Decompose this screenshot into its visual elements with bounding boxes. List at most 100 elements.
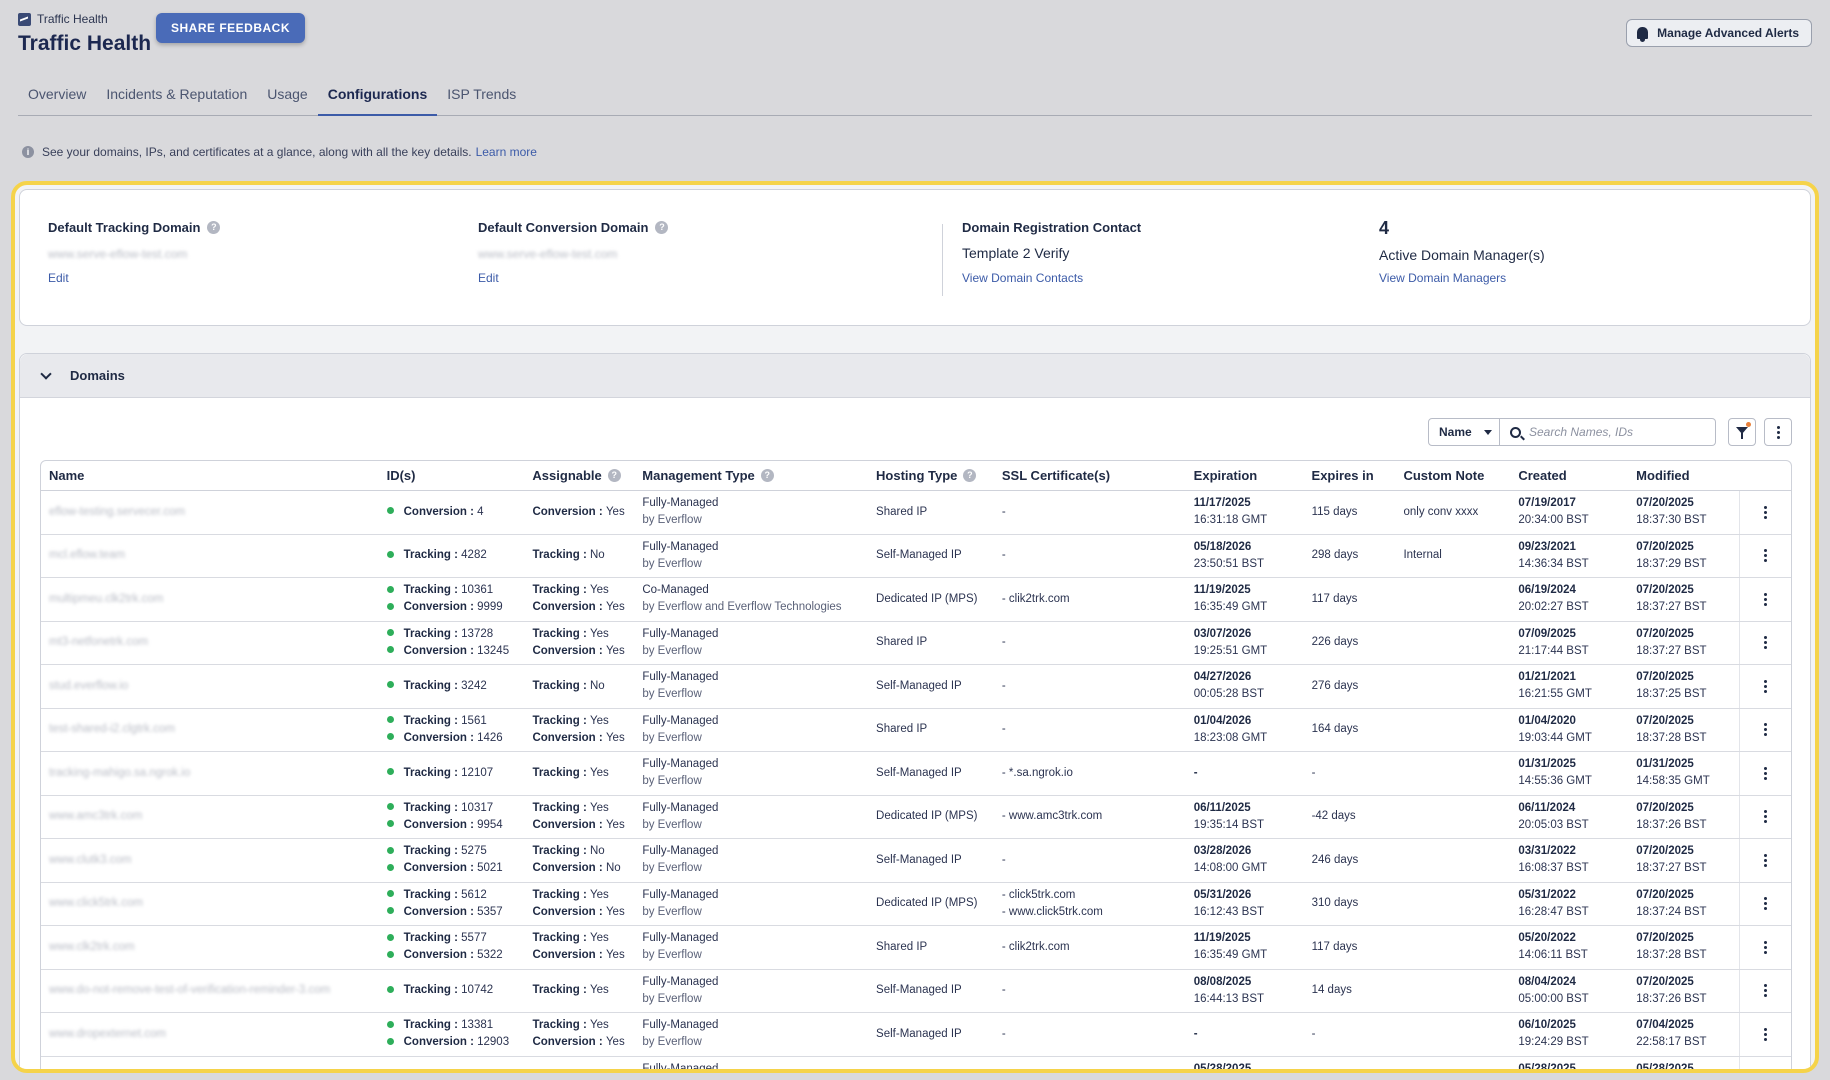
row-actions-button[interactable] bbox=[1739, 665, 1791, 708]
table-row[interactable]: www.clk2trk.com Tracking : 5577 Conversion… bbox=[41, 926, 1791, 970]
id-separator: : bbox=[466, 818, 478, 831]
row-actions-button[interactable] bbox=[1739, 795, 1791, 838]
domain-name-cell[interactable]: www.do-not-remove-test-of-verification-r… bbox=[41, 970, 379, 1013]
domain-name-cell[interactable]: www.click5trk.com bbox=[41, 883, 379, 926]
domain-name-cell[interactable]: mt3-netfonetrk.com bbox=[41, 622, 379, 665]
learn-more-link[interactable]: Learn more bbox=[475, 145, 537, 159]
column-header-custom-note[interactable]: Custom Note bbox=[1403, 468, 1485, 483]
domain-name-cell[interactable]: www.dropexternet.com bbox=[41, 1013, 379, 1056]
row-actions-button[interactable] bbox=[1739, 534, 1791, 577]
domains-toolbar: Name bbox=[1428, 418, 1792, 446]
domain-name-cell[interactable]: eflow-testing.servecer.com bbox=[41, 491, 379, 534]
table-row[interactable]: www.click5trk.com Tracking : 5612 Conversi… bbox=[41, 882, 1791, 926]
view-domain-contacts-link[interactable]: View Domain Contacts bbox=[962, 271, 1084, 285]
domain-name[interactable]: www.clutk3.com bbox=[49, 853, 132, 866]
tab-isp-trends[interactable]: ISP Trends bbox=[447, 86, 517, 102]
domain-name[interactable]: mcl.eflow.team bbox=[49, 549, 126, 562]
view-domain-managers-link[interactable]: View Domain Managers bbox=[1379, 271, 1507, 285]
row-actions-button[interactable] bbox=[1739, 969, 1791, 1012]
table-row[interactable]: www.do-not-remove-test-of-verification-r… bbox=[41, 969, 1791, 1013]
help-icon[interactable]: ? bbox=[607, 469, 621, 482]
hosting-type-cell: Shared IP bbox=[868, 709, 994, 752]
row-actions-button[interactable] bbox=[1739, 882, 1791, 925]
manage-advanced-alerts-button[interactable]: Manage Advanced Alerts bbox=[1626, 19, 1812, 47]
domain-name-cell[interactable]: www.newstatus.com bbox=[41, 1057, 379, 1073]
table-row[interactable]: mcl.eflow.team Tracking : 4282 Tracking : … bbox=[41, 534, 1791, 578]
domain-name[interactable]: eflow-testing.servecer.com bbox=[49, 505, 186, 518]
chevron-down-icon[interactable] bbox=[40, 367, 52, 380]
table-row[interactable]: mt3-netfonetrk.com Tracking : 13728 Conver… bbox=[41, 621, 1791, 665]
help-icon[interactable]: ? bbox=[207, 221, 221, 234]
modified-date: 07/20/2025 bbox=[1636, 627, 1694, 640]
tab-usage[interactable]: Usage bbox=[267, 86, 308, 102]
table-row[interactable]: www.clutk3.com Tracking : 5275 Conversion … bbox=[41, 839, 1791, 883]
row-actions-button[interactable] bbox=[1739, 491, 1791, 534]
domain-name[interactable]: www.amc3trk.com bbox=[49, 810, 143, 823]
default-conversion-domain-label: Default Conversion Domain bbox=[478, 220, 649, 235]
column-header-ids[interactable]: ID(s) bbox=[386, 468, 416, 483]
domain-name[interactable]: tracking-mahigo.sa.ngrok.io bbox=[49, 766, 191, 779]
breadcrumb[interactable]: Traffic Health bbox=[18, 12, 108, 26]
edit-conversion-domain-link[interactable]: Edit bbox=[478, 271, 499, 285]
row-actions-button[interactable] bbox=[1739, 578, 1791, 621]
help-icon[interactable]: ? bbox=[760, 469, 774, 482]
domain-name-cell[interactable]: stud.everflow.io bbox=[41, 665, 379, 708]
domain-name[interactable]: www.newstatus.com bbox=[49, 1069, 379, 1073]
filter-button[interactable] bbox=[1728, 418, 1756, 446]
table-row[interactable]: tracking-mahigo.sa.ngrok.io Tracking : 12… bbox=[41, 752, 1791, 796]
domain-name-cell[interactable]: www.amc3trk.com bbox=[41, 796, 379, 839]
search-input[interactable] bbox=[1529, 425, 1709, 439]
table-row[interactable]: eflow-testing.servecer.com Conversion : 4… bbox=[41, 491, 1791, 535]
column-header-ssl[interactable]: SSL Certificate(s) bbox=[1001, 468, 1111, 483]
domain-name[interactable]: test-shared-i2.clgtrk.com bbox=[49, 723, 175, 736]
row-actions-button[interactable] bbox=[1739, 926, 1791, 969]
row-actions-button[interactable] bbox=[1739, 708, 1791, 751]
domain-name[interactable]: stud.everflow.io bbox=[49, 679, 129, 692]
column-header-management-type[interactable]: Management Type? bbox=[634, 461, 868, 490]
row-actions-button[interactable] bbox=[1739, 621, 1791, 664]
column-header-assignable[interactable]: Assignable? bbox=[524, 461, 634, 490]
domains-section-header[interactable]: Domains bbox=[20, 354, 1810, 398]
domain-name[interactable]: www.dropexternet.com bbox=[49, 1027, 166, 1040]
column-header-created[interactable]: Created bbox=[1518, 468, 1567, 483]
domain-name[interactable]: www.clk2trk.com bbox=[49, 940, 135, 953]
search-field-select[interactable]: Name bbox=[1428, 418, 1500, 446]
column-header-expiration[interactable]: Expiration bbox=[1193, 468, 1258, 483]
domain-name-cell[interactable]: tracking-mahigo.sa.ngrok.io bbox=[41, 752, 379, 795]
share-feedback-button[interactable]: SHARE FEEDBACK bbox=[156, 13, 306, 43]
edit-tracking-domain-link[interactable]: Edit bbox=[48, 271, 69, 285]
help-icon[interactable]: ? bbox=[963, 469, 977, 482]
tab-incidents-reputation[interactable]: Incidents & Reputation bbox=[106, 86, 248, 102]
management-type-cell: Fully-Managed by Everflow bbox=[634, 491, 868, 534]
domain-name[interactable]: multipmeu.clk2trk.com bbox=[49, 592, 164, 605]
tab-configurations[interactable]: Configurations bbox=[317, 78, 438, 116]
row-actions-button[interactable] bbox=[1739, 1013, 1791, 1056]
row-actions-button[interactable] bbox=[1739, 839, 1791, 882]
row-actions-button[interactable] bbox=[1739, 752, 1791, 795]
help-icon[interactable]: ? bbox=[655, 221, 669, 234]
domain-name-cell[interactable]: mcl.eflow.team bbox=[41, 535, 379, 578]
domain-name-cell[interactable]: www.clutk3.com bbox=[41, 839, 379, 882]
tab-overview[interactable]: Overview bbox=[28, 86, 87, 102]
table-row[interactable]: www.amc3trk.com Tracking : 10317 Conversio… bbox=[41, 795, 1791, 839]
column-header-hosting-type[interactable]: Hosting Type? bbox=[868, 461, 994, 490]
domain-name-cell[interactable]: www.clk2trk.com bbox=[41, 926, 379, 969]
expires-in: 310 days bbox=[1311, 897, 1359, 910]
table-row[interactable]: www.dropexternet.com Tracking : 13381 Conv… bbox=[41, 1013, 1791, 1057]
domain-name-cell[interactable]: test-shared-i2.clgtrk.com bbox=[41, 709, 379, 752]
table-row[interactable]: stud.everflow.io Tracking : 3242 Tracking … bbox=[41, 665, 1791, 709]
column-header-name[interactable]: Name bbox=[49, 468, 85, 483]
column-header-modified[interactable]: Modified bbox=[1636, 468, 1690, 483]
modified-date: 07/20/2025 bbox=[1636, 714, 1694, 727]
more-options-button[interactable] bbox=[1764, 418, 1792, 446]
table-row[interactable]: multipmeu.clk2trk.com Tracking : 10361 Con… bbox=[41, 578, 1791, 622]
domain-name[interactable]: mt3-netfonetrk.com bbox=[49, 636, 149, 649]
row-actions-button[interactable] bbox=[1739, 1056, 1791, 1069]
column-header-expires-in[interactable]: Expires in bbox=[1311, 468, 1374, 483]
assignable-separator: : bbox=[579, 1019, 590, 1032]
domain-name-cell[interactable]: multipmeu.clk2trk.com bbox=[41, 578, 379, 621]
domain-name[interactable]: www.do-not-remove-test-of-verification-r… bbox=[49, 984, 331, 997]
domain-name[interactable]: www.click5trk.com bbox=[49, 897, 143, 910]
table-row[interactable]: test-shared-i2.clgtrk.com Tracking : 1561… bbox=[41, 708, 1791, 752]
